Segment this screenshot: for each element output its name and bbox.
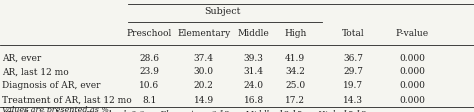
Text: 14.3: 14.3 bbox=[343, 95, 363, 104]
Text: 29.7: 29.7 bbox=[343, 67, 363, 76]
Text: Treatment of AR, last 12 mo: Treatment of AR, last 12 mo bbox=[2, 95, 132, 104]
Text: Values are presented as %.: Values are presented as %. bbox=[2, 105, 112, 112]
Text: 14.9: 14.9 bbox=[194, 95, 214, 104]
Text: Elementary: Elementary bbox=[177, 29, 230, 38]
Text: 8.1: 8.1 bbox=[142, 95, 156, 104]
Text: 34.2: 34.2 bbox=[285, 67, 305, 76]
Text: 28.6: 28.6 bbox=[139, 53, 159, 62]
Text: AR, last 12 mo: AR, last 12 mo bbox=[2, 67, 69, 76]
Text: 20.2: 20.2 bbox=[194, 81, 214, 90]
Text: Middle: Middle bbox=[238, 29, 269, 38]
Text: AR, allergic rhinitis; Preschool, 0-6 yr; Elementary, 6-12 yr; Middle, 12-15 yr;: AR, allergic rhinitis; Preschool, 0-6 yr… bbox=[2, 109, 379, 112]
Text: 25.0: 25.0 bbox=[285, 81, 305, 90]
Text: 0.000: 0.000 bbox=[400, 95, 425, 104]
Text: Preschool: Preschool bbox=[127, 29, 172, 38]
Text: 39.3: 39.3 bbox=[244, 53, 264, 62]
Text: P-value: P-value bbox=[396, 29, 429, 38]
Text: 19.7: 19.7 bbox=[343, 81, 363, 90]
Text: 16.8: 16.8 bbox=[244, 95, 264, 104]
Text: 17.2: 17.2 bbox=[285, 95, 305, 104]
Text: 37.4: 37.4 bbox=[194, 53, 214, 62]
Text: 0.000: 0.000 bbox=[400, 81, 425, 90]
Text: 0.000: 0.000 bbox=[400, 67, 425, 76]
Text: Diagnosis of AR, ever: Diagnosis of AR, ever bbox=[2, 81, 101, 90]
Text: AR, ever: AR, ever bbox=[2, 53, 42, 62]
Text: 23.9: 23.9 bbox=[139, 67, 159, 76]
Text: 0.000: 0.000 bbox=[400, 53, 425, 62]
Text: Total: Total bbox=[342, 29, 365, 38]
Text: 24.0: 24.0 bbox=[244, 81, 264, 90]
Text: 10.6: 10.6 bbox=[139, 81, 159, 90]
Text: Subject: Subject bbox=[204, 7, 240, 16]
Text: 41.9: 41.9 bbox=[285, 53, 305, 62]
Text: 31.4: 31.4 bbox=[244, 67, 264, 76]
Text: High: High bbox=[284, 29, 307, 38]
Text: 30.0: 30.0 bbox=[194, 67, 214, 76]
Text: 36.7: 36.7 bbox=[343, 53, 363, 62]
